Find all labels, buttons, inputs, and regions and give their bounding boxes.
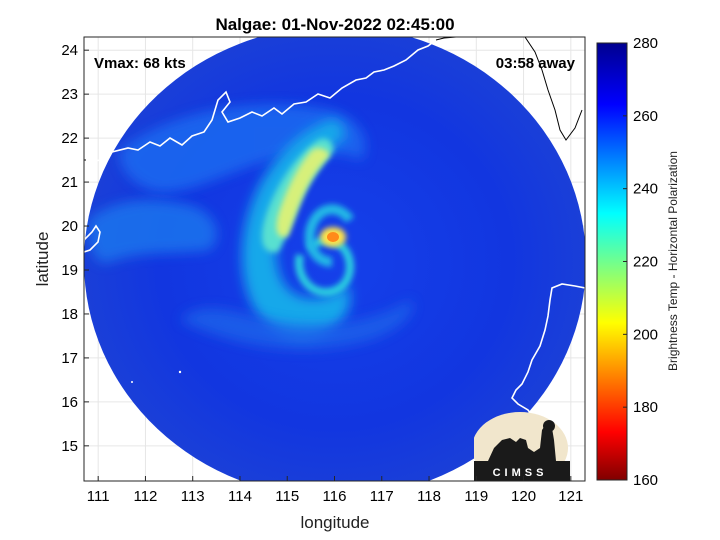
outer-rainband <box>119 104 366 193</box>
colorbar-tick-label: 240 <box>633 181 658 198</box>
colorbar-ticks: 160 180 200 220 240 260 280 <box>623 35 658 489</box>
x-axis: 111 112 113 114 115 116 117 118 119 120 121 <box>87 476 583 505</box>
taiwan-coast-outline <box>524 37 583 141</box>
eye-hotspot-core <box>327 232 339 242</box>
x-tick-label: 120 <box>511 488 536 505</box>
hainan-coast <box>84 224 101 253</box>
southern-band <box>180 300 413 350</box>
y-tick-label: 23 <box>61 86 78 103</box>
logo-silhouette <box>488 424 556 461</box>
china-coast <box>84 39 437 164</box>
y-tick-label: 20 <box>61 218 78 235</box>
x-tick-label: 113 <box>181 488 205 505</box>
map-title: Nalgae: 01-Nov-2022 02:45:00 <box>215 15 454 34</box>
colorbar-tick-label: 220 <box>633 254 658 271</box>
time-away-label: 03:58 away <box>496 55 576 72</box>
y-tick-label: 17 <box>61 350 78 367</box>
colorbar: 160 180 200 220 240 260 280 Brightness Temp - … <box>596 35 680 489</box>
y-tick-label: 16 <box>61 394 78 411</box>
colorbar-tick-label: 200 <box>633 326 658 343</box>
map-panel: Vmax: 68 kts 03:58 away CIMSS 111 112 113 1… <box>61 36 586 505</box>
logo-tower <box>547 430 551 461</box>
logo-text: CIMSS <box>493 467 548 479</box>
x-tick-label: 112 <box>133 488 157 505</box>
y-tick-label: 18 <box>61 306 78 323</box>
colorbar-tick-label: 180 <box>633 399 658 416</box>
western-band <box>87 200 218 263</box>
colorbar-label: Brightness Temp - Horizontal Polarizatio… <box>666 151 680 371</box>
x-tick-label: 119 <box>464 488 488 505</box>
island-speck-2 <box>131 381 133 383</box>
y-tick-label: 15 <box>61 438 78 455</box>
island-speck <box>178 370 182 374</box>
colorbar-gradient <box>596 42 628 481</box>
logo-banner <box>474 461 570 481</box>
inner-spiral <box>304 204 355 267</box>
y-tick-label: 24 <box>61 42 78 59</box>
x-tick-label: 118 <box>417 488 441 505</box>
spiral-band-core <box>276 147 330 238</box>
x-tick-label: 117 <box>370 488 394 505</box>
logo-tower-dome <box>543 420 555 432</box>
vmax-label: Vmax: 68 kts <box>94 55 186 72</box>
x-tick-label: 116 <box>323 488 347 505</box>
y-axis: 15 16 17 18 19 20 21 22 23 24 <box>61 42 89 455</box>
x-tick-label: 121 <box>558 488 583 505</box>
colorbar-tick-label: 160 <box>633 472 658 489</box>
x-tick-label: 115 <box>275 488 299 505</box>
spiral-band-outer <box>242 119 351 339</box>
y-tick-label: 21 <box>61 174 78 191</box>
microwave-swath <box>84 37 585 481</box>
luzon-coast <box>511 283 585 419</box>
x-axis-label: longitude <box>300 513 369 532</box>
y-tick-label: 22 <box>61 130 78 147</box>
coastlines <box>84 37 585 419</box>
y-axis-label: latitude <box>33 232 52 287</box>
x-tick-label: 111 <box>87 488 110 505</box>
x-tick-label: 114 <box>228 488 252 505</box>
colorbar-tick-label: 260 <box>633 108 658 125</box>
y-tick-label: 19 <box>61 262 78 279</box>
colorbar-tick-label: 280 <box>633 35 658 52</box>
cimss-logo: CIMSS <box>474 412 570 481</box>
